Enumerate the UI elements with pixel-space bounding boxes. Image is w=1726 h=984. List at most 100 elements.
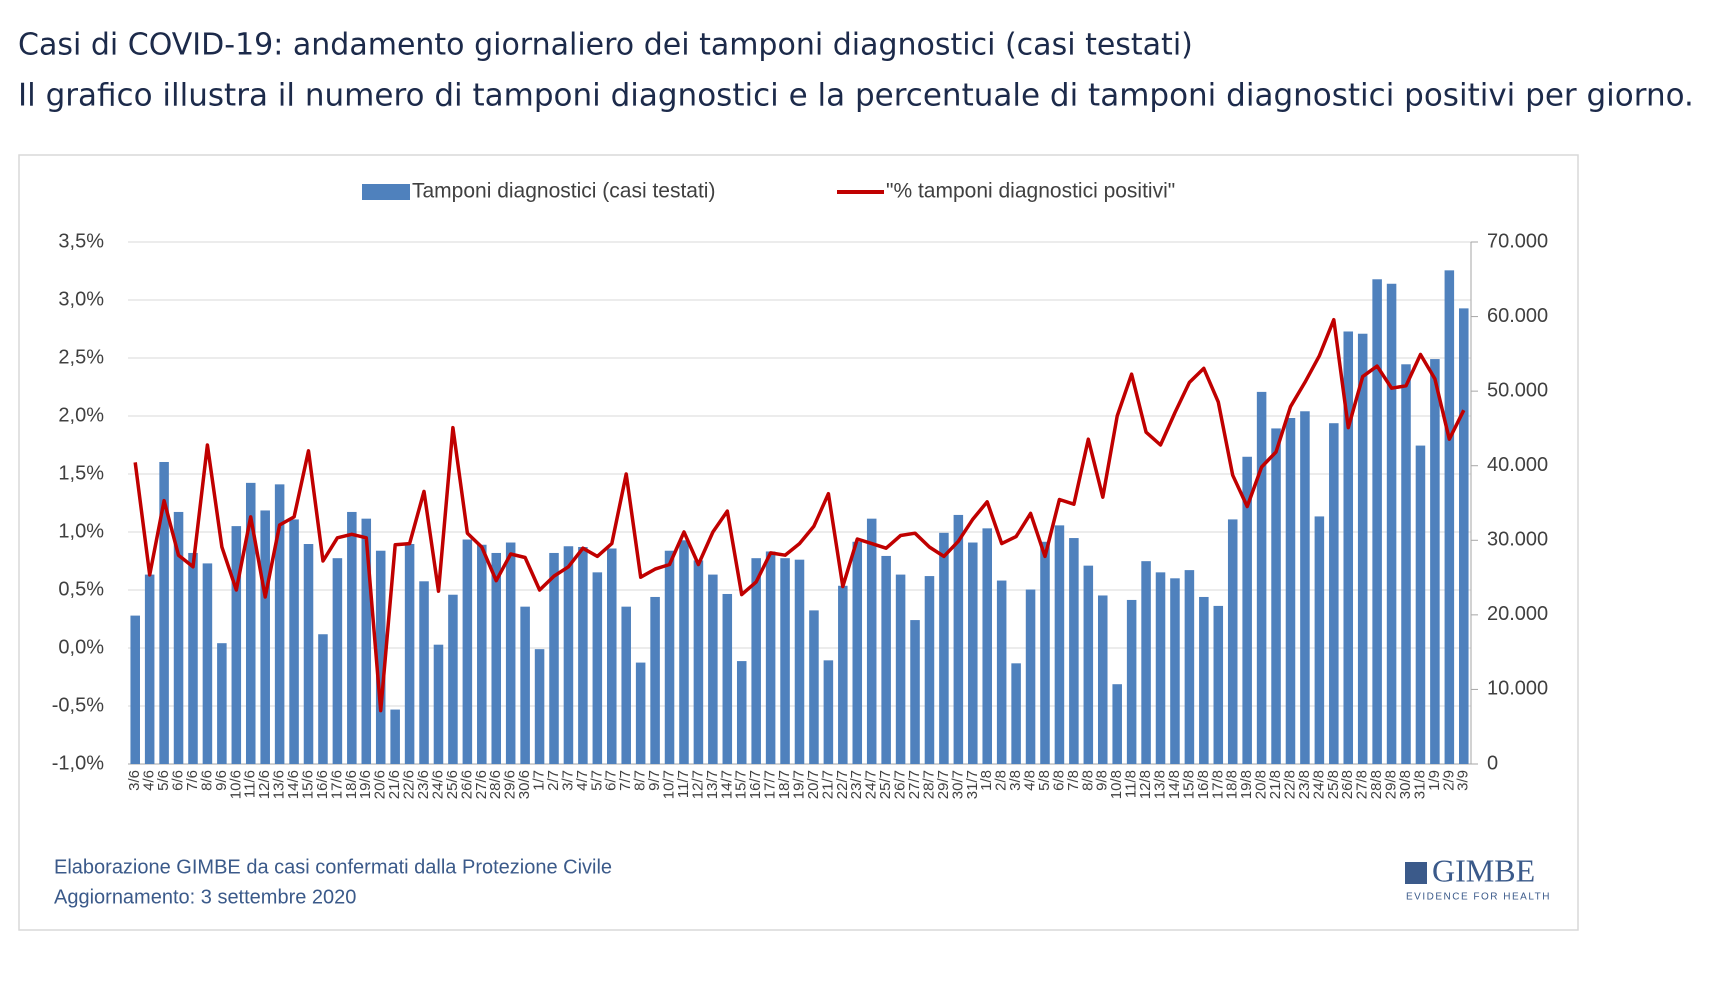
- bar: [838, 585, 848, 764]
- x-tick-label: 10/6: [227, 770, 244, 799]
- x-tick-label: 13/6: [271, 770, 288, 799]
- bar: [780, 558, 790, 764]
- bar: [289, 519, 299, 764]
- x-tick-label: 19/8: [1238, 770, 1255, 799]
- bar: [939, 532, 949, 764]
- bar: [1141, 561, 1151, 764]
- x-tick-label: 22/7: [834, 770, 851, 799]
- x-tick-label: 18/7: [776, 770, 793, 799]
- bar: [751, 558, 761, 764]
- bar: [953, 514, 964, 764]
- bar: [245, 482, 256, 764]
- x-tick-label: 27/6: [473, 770, 490, 799]
- bar: [708, 574, 718, 764]
- x-tick-label: 6/8: [1050, 770, 1067, 791]
- x-tick-label: 10/8: [1108, 770, 1125, 799]
- x-tick-label: 14/8: [1166, 770, 1183, 799]
- logo: GIMBE EVIDENCE FOR HEALTH: [1405, 852, 1551, 903]
- bar: [231, 526, 242, 764]
- bar: [1199, 596, 1209, 764]
- bar: [1343, 331, 1354, 764]
- logo-tagline: EVIDENCE FOR HEALTH: [1406, 892, 1551, 903]
- bar: [578, 546, 588, 764]
- bar: [722, 593, 733, 764]
- bar: [318, 634, 328, 764]
- y-tick-label: 0,0%: [58, 636, 104, 658]
- x-tick-label: 28/7: [920, 770, 937, 799]
- bar: [491, 552, 502, 764]
- bar: [390, 709, 400, 764]
- update-note: Aggiornamento: 3 settembre 2020: [54, 886, 356, 908]
- x-tick-label: 18/8: [1224, 770, 1241, 799]
- legend-label: Tamponi diagnostici (casi testati): [412, 180, 715, 203]
- x-tick-label: 23/7: [848, 770, 865, 799]
- bar: [924, 576, 935, 764]
- x-tick-label: 8/6: [198, 770, 215, 791]
- x-tick-label: 8/8: [1079, 770, 1096, 791]
- bar: [144, 574, 155, 764]
- bar: [404, 544, 415, 764]
- x-tick-label: 5/7: [588, 770, 605, 791]
- x-tick-label: 4/6: [141, 770, 158, 791]
- bar: [332, 558, 343, 764]
- x-tick-label: 9/6: [213, 770, 230, 791]
- x-tick-label: 21/7: [819, 770, 836, 799]
- x-tick-label: 7/7: [617, 770, 634, 791]
- chart-subtitle: Il grafico illustra il numero di tamponi…: [18, 78, 1694, 114]
- bar: [202, 563, 213, 764]
- x-tick-label: 7/8: [1065, 770, 1082, 791]
- x-tick-label: 28/6: [487, 770, 504, 799]
- y-tick-label: 2,5%: [58, 346, 104, 368]
- y2-tick-label: 50.000: [1487, 379, 1548, 401]
- bar: [794, 559, 805, 764]
- y2-tick-label: 60.000: [1487, 305, 1548, 327]
- bar: [1300, 411, 1310, 764]
- bar: [549, 552, 559, 764]
- x-tick-label: 19/6: [357, 770, 374, 799]
- bar: [607, 548, 617, 764]
- x-tick-label: 1/8: [978, 770, 995, 791]
- bar: [1054, 525, 1065, 764]
- y-tick-label: 1,0%: [58, 520, 104, 542]
- x-tick-label: 15/7: [733, 770, 750, 799]
- x-tick-label: 30/7: [949, 770, 966, 799]
- x-tick-label: 24/6: [429, 770, 446, 799]
- bar: [173, 511, 184, 764]
- bar: [188, 552, 198, 764]
- bar: [736, 661, 747, 764]
- x-tick-label: 3/6: [126, 770, 143, 791]
- bar: [1329, 423, 1339, 764]
- y2-tick-label: 30.000: [1487, 529, 1548, 551]
- bar: [1112, 684, 1122, 764]
- x-tick-label: 16/6: [314, 770, 331, 799]
- x-tick-label: 3/7: [559, 770, 576, 791]
- x-tick-label: 20/7: [805, 770, 822, 799]
- x-tick-label: 31/8: [1411, 770, 1428, 799]
- bar: [520, 606, 530, 764]
- x-tick-label: 12/7: [689, 770, 706, 799]
- x-tick-label: 22/6: [401, 770, 418, 799]
- y-tick-label: -0,5%: [52, 694, 104, 716]
- x-tick-label: 7/6: [184, 770, 201, 791]
- bar: [534, 649, 545, 764]
- bar: [1444, 270, 1455, 764]
- x-tick-label: 17/6: [328, 770, 345, 799]
- x-tick-label: 14/7: [718, 770, 735, 799]
- bar: [563, 546, 574, 764]
- bar: [1097, 595, 1108, 764]
- bar: [1040, 541, 1050, 764]
- x-tick-label: 9/8: [1094, 770, 1111, 791]
- x-tick-label: 29/8: [1383, 770, 1400, 799]
- x-tick-label: 11/7: [675, 770, 692, 798]
- bar: [664, 550, 675, 764]
- bar: [1227, 519, 1238, 764]
- bar: [895, 574, 906, 764]
- bar: [361, 518, 372, 764]
- bar: [1155, 572, 1166, 764]
- y2-tick-label: 0: [1487, 752, 1498, 774]
- bar: [1213, 605, 1224, 764]
- logo-name: GIMBE: [1432, 852, 1535, 888]
- bar: [996, 580, 1007, 764]
- bar: [823, 660, 834, 764]
